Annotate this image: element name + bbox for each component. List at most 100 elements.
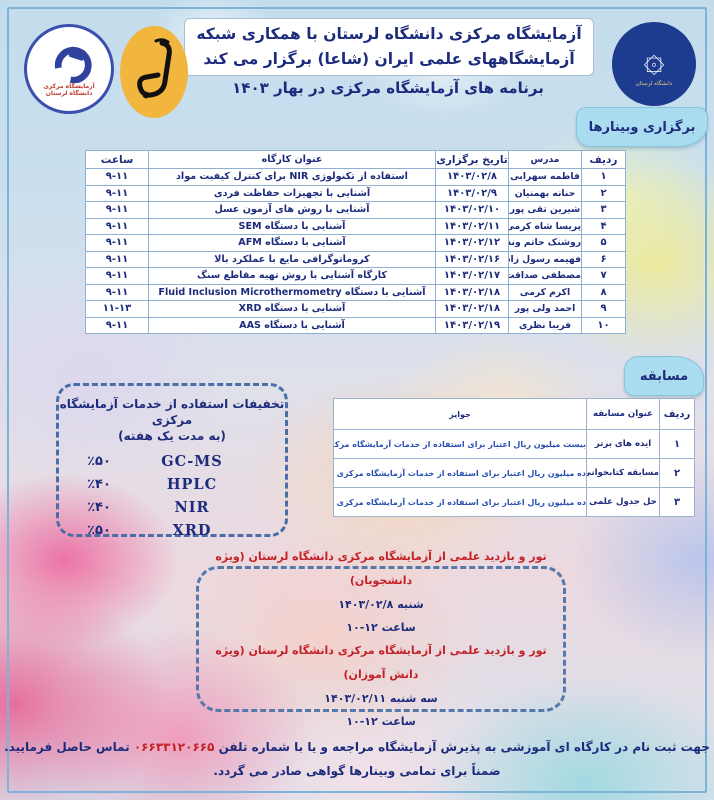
discount-percent: ٪۵۰ <box>87 523 111 538</box>
cell-workshop-title: استفاده از تکنولوژی NIR برای کنترل کیفیت… <box>148 168 436 186</box>
cell-date: ۱۴۰۳/۰۲/۱۰ <box>435 201 509 219</box>
header-subtitle: برنامه های آزمایشگاه مرکزی در بهار ۱۴۰۳ <box>232 79 544 97</box>
discount-row: ٪۴۰ NIR <box>59 496 285 519</box>
lorestan-university-logo: ۞ دانشگاه لرستان <box>612 22 696 106</box>
webinar-table-row: ۷ مصطفی صداقت نیا ۱۴۰۳/۰۲/۱۷ کارگاه آشنا… <box>85 267 626 285</box>
cell-time: ۹-۱۱ <box>85 250 149 268</box>
cell-time: ۱۱-۱۳ <box>85 300 149 318</box>
tour-title: تور و بازدید علمی از آزمایشگاه مرکزی دان… <box>215 644 547 681</box>
cell-date: ۱۴۰۳/۰۲/۱۱ <box>435 217 509 235</box>
competition-table-row: ۳ حل جدول علمی ده میلیون ریال اعتبار برا… <box>333 487 695 517</box>
tour-time-line: ساعت ۱۰-۱۲ <box>346 715 416 728</box>
cell-competition-title: ایده های برتر <box>586 429 660 459</box>
header-title-box: آزمایشگاه مرکزی دانشگاه لرستان با همکاری… <box>184 18 594 76</box>
discounts-box: تخفیفات استفاده از خدمات آزمایشگاه مرکزی… <box>56 383 288 539</box>
cell-row-no: ۵ <box>581 234 626 252</box>
competition-table: ردیف عنوان مسابقه جوایز ۱ ایده های برتر … <box>333 398 695 517</box>
cell-row-no: ۲ <box>659 458 695 488</box>
footer-certificate-note: ضمناً برای تمامی وبینارها گواهی صادر می … <box>213 764 501 778</box>
webinars-table-header: ردیف مدرس تاریخ برگزاری عنوان کارگاه ساع… <box>85 150 626 169</box>
cell-workshop-title: کارگاه آشنایی با روش تهیه مقاطع سنگ <box>148 267 436 285</box>
cell-time: ۹-۱۱ <box>85 201 149 219</box>
cell-row-no: ۱ <box>581 168 626 186</box>
shaa-network-logo <box>120 26 188 118</box>
cell-workshop-title: آشنایی با روش های آزمون عسل <box>148 201 436 219</box>
cell-prize: ده میلیون ریال اعتبار برای استفاده از خد… <box>333 458 587 488</box>
cell-date: ۱۴۰۳/۰۲/۱۸ <box>435 300 509 318</box>
discount-percent: ٪۴۰ <box>87 477 111 492</box>
tour-title: تور و بازدید علمی از آزمایشگاه مرکزی دان… <box>215 550 547 587</box>
webinars-tab: برگزاری وبینارها <box>576 107 708 147</box>
cell-date: ۱۴۰۳/۰۲/۱۶ <box>435 250 509 268</box>
tour-date-line: سه شنبه ۱۴۰۳/۰۲/۱۱ <box>324 692 438 705</box>
title-line-1: آزمایشگاه مرکزی دانشگاه لرستان با همکاری… <box>196 25 582 43</box>
webinar-table-row: ۶ فهیمه رسول زاده ۱۴۰۳/۰۲/۱۶ کروماتوگراف… <box>85 250 626 268</box>
discount-service: GC-MS <box>161 453 223 470</box>
discount-row: ٪۵۰ XRD <box>59 519 285 542</box>
cell-workshop-title: آشنایی با دستگاه AAS <box>148 316 436 334</box>
cell-workshop-title: آشنایی با دستگاه SEM <box>148 217 436 235</box>
column-header-instructor: مدرس <box>508 150 582 169</box>
cell-instructor: فاطمه سهرابی <box>508 168 582 186</box>
competition-tab: مسابقه <box>624 356 704 396</box>
cell-instructor: احمد ولی پور <box>508 300 582 318</box>
webinars-tab-label: برگزاری وبینارها <box>588 119 696 135</box>
discounts-title-line2: (به مدت یک هفته) <box>118 429 226 443</box>
footer-phone-number: ۰۶۶۳۳۱۲۰۶۶۵ <box>133 740 215 754</box>
webinar-table-row: ۴ پریسا شاه کرمی ۱۴۰۳/۰۲/۱۱ آشنایی با دس… <box>85 217 626 235</box>
column-header-prizes: جوایز <box>333 398 587 430</box>
shaa-calligraphy-icon <box>137 38 172 99</box>
cell-row-no: ۹ <box>581 300 626 318</box>
cell-row-no: ۳ <box>581 201 626 219</box>
tour-time-line: ساعت ۱۰-۱۲ <box>346 621 416 634</box>
cell-time: ۹-۱۱ <box>85 267 149 285</box>
cell-date: ۱۴۰۳/۰۲/۱۲ <box>435 234 509 252</box>
cell-row-no: ۶ <box>581 250 626 268</box>
competition-tab-label: مسابقه <box>639 368 689 384</box>
cell-date: ۱۴۰۳/۰۲/۱۸ <box>435 283 509 301</box>
cell-workshop-title: آشنایی با دستگاه Fluid Inclusion Microth… <box>148 283 436 301</box>
discount-row: ٪۵۰ GC-MS <box>59 450 285 473</box>
central-lab-caption-line2: دانشگاه لرستان <box>45 90 93 97</box>
discount-percent: ٪۴۰ <box>87 500 111 515</box>
competition-table-row: ۲ مسابقه کتابخوانی ده میلیون ریال اعتبار… <box>333 458 695 488</box>
cell-workshop-title: آشنایی با دستگاه XRD <box>148 300 436 318</box>
cell-date: ۱۴۰۳/۰۲/۱۷ <box>435 267 509 285</box>
competition-table-row: ۱ ایده های برتر بیست میلیون ریال اعتبار … <box>333 429 695 459</box>
cell-instructor: اکرم کرمی <box>508 283 582 301</box>
discount-service: XRD <box>172 522 212 539</box>
tour-item: تور و بازدید علمی از آزمایشگاه مرکزی دان… <box>199 639 563 733</box>
cell-instructor: حنانه بهمنیان <box>508 184 582 202</box>
central-lab-emblem-icon <box>54 46 92 83</box>
cell-row-no: ۷ <box>581 267 626 285</box>
cell-date: ۱۴۰۳/۰۲/۹ <box>435 184 509 202</box>
cell-instructor: پریسا شاه کرمی <box>508 217 582 235</box>
cell-prize: ده میلیون ریال اعتبار برای استفاده از خد… <box>333 487 587 517</box>
column-header-workshop-title: عنوان کارگاه <box>148 150 436 169</box>
tour-date-line: شنبه ۱۴۰۳/۰۲/۸ <box>338 598 424 611</box>
university-emblem-icon: ۞ <box>643 39 665 80</box>
cell-time: ۹-۱۱ <box>85 168 149 186</box>
discount-row: ٪۴۰ HPLC <box>59 473 285 496</box>
tours-box: تور و بازدید علمی از آزمایشگاه مرکزی دان… <box>196 550 566 728</box>
cell-instructor: مصطفی صداقت نیا <box>508 267 582 285</box>
cell-date: ۱۴۰۳/۰۲/۱۹ <box>435 316 509 334</box>
central-lab-logo: آزمایشگاه مرکزی دانشگاه لرستان <box>24 24 114 114</box>
webinar-table-row: ۵ روشنک حاتم وند ۱۴۰۳/۰۲/۱۲ آشنایی با دس… <box>85 234 626 252</box>
cell-instructor: روشنک حاتم وند <box>508 234 582 252</box>
discount-service: HPLC <box>166 476 218 493</box>
column-header-row-no: ردیف <box>581 150 626 169</box>
cell-prize: بیست میلیون ریال اعتبار برای استفاده از … <box>333 429 587 459</box>
cell-time: ۹-۱۱ <box>85 316 149 334</box>
column-header-competition-title: عنوان مسابقه <box>586 398 660 430</box>
cell-time: ۹-۱۱ <box>85 184 149 202</box>
webinar-table-row: ۱ فاطمه سهرابی ۱۴۰۳/۰۲/۸ استفاده از تکنو… <box>85 168 626 186</box>
cell-competition-title: حل جدول علمی <box>586 487 660 517</box>
column-header-time: ساعت <box>85 150 149 169</box>
discount-percent: ٪۵۰ <box>87 454 111 469</box>
webinar-table-row: ۹ احمد ولی پور ۱۴۰۳/۰۲/۱۸ آشنایی با دستگ… <box>85 300 626 318</box>
webinar-table-row: ۲ حنانه بهمنیان ۱۴۰۳/۰۲/۹ آشنایی با تجهی… <box>85 184 626 202</box>
cell-competition-title: مسابقه کتابخوانی <box>586 458 660 488</box>
cell-workshop-title: کروماتوگرافی مایع با عملکرد بالا <box>148 250 436 268</box>
